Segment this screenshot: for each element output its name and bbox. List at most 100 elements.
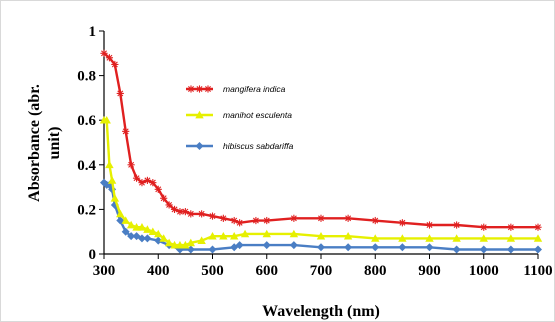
- x-tick-label: 500: [201, 263, 224, 279]
- data-point: [240, 229, 250, 238]
- data-point: [126, 220, 136, 229]
- data-point: [208, 245, 217, 254]
- data-point: [197, 236, 206, 244]
- data-point: [262, 241, 271, 250]
- data-point: [506, 234, 516, 242]
- data-point: [116, 89, 124, 98]
- y-tick-label: 0.2: [77, 202, 96, 218]
- data-point: [219, 214, 227, 222]
- y-axis-title-line2: unit): [46, 127, 63, 160]
- data-point: [453, 221, 461, 229]
- data-point: [176, 208, 184, 216]
- data-point: [316, 231, 326, 240]
- data-point: [127, 161, 135, 169]
- legend-marker: [195, 110, 204, 119]
- data-point: [534, 245, 542, 254]
- data-point: [170, 240, 179, 249]
- data-point: [159, 234, 168, 242]
- data-point: [452, 245, 461, 254]
- data-point: [371, 234, 380, 242]
- data-point: [506, 245, 515, 254]
- data-point: [111, 60, 119, 69]
- y-tick-label: 0.8: [77, 69, 96, 85]
- y-tick-label: 0.4: [77, 158, 96, 174]
- data-point: [398, 219, 406, 227]
- data-point: [263, 216, 271, 225]
- data-point: [107, 176, 117, 184]
- data-point: [425, 234, 434, 242]
- data-point: [344, 214, 352, 222]
- x-axis-title: Wavelength (nm): [262, 303, 380, 320]
- data-point: [479, 245, 488, 254]
- x-tick-label: 700: [310, 263, 333, 279]
- data-point: [208, 231, 217, 240]
- series-manihot-esculenta: [99, 116, 543, 249]
- data-point: [252, 216, 260, 225]
- data-point: [425, 221, 434, 229]
- data-point: [186, 238, 195, 247]
- data-point: [127, 232, 136, 241]
- data-point: [121, 227, 130, 236]
- x-tick-label: 600: [256, 263, 279, 279]
- data-point: [398, 243, 407, 252]
- data-point: [289, 229, 299, 238]
- data-point: [507, 223, 515, 231]
- y-tick-label: 0.6: [77, 113, 96, 129]
- data-point: [533, 234, 543, 242]
- x-tick-label: 300: [93, 263, 116, 279]
- data-point: [398, 234, 407, 242]
- x-tick-label: 400: [147, 263, 170, 279]
- data-point: [137, 223, 147, 231]
- data-point: [198, 210, 206, 218]
- data-point: [105, 54, 114, 62]
- x-tick-label: 1000: [469, 263, 499, 279]
- legend-item-hibiscus-sabdariffa: hibiscus sabdariffa: [186, 141, 294, 151]
- data-point: [371, 216, 379, 225]
- legend: mangifera indica manihot esculenta hibiscu…: [186, 84, 294, 151]
- data-point: [480, 223, 488, 231]
- data-point: [102, 116, 111, 124]
- data-point: [343, 231, 353, 240]
- data-point: [105, 160, 114, 169]
- series-line: [103, 52, 538, 229]
- data-point: [164, 238, 174, 247]
- y-tick-label: 0: [89, 247, 97, 263]
- x-tick-label: 800: [364, 263, 387, 279]
- data-point: [132, 223, 141, 231]
- legend-marker: [204, 85, 212, 93]
- data-point: [132, 174, 141, 182]
- data-point: [289, 241, 298, 250]
- data-point: [208, 212, 217, 220]
- data-point: [262, 229, 271, 238]
- data-point: [143, 176, 151, 185]
- y-axis-title-line1: Absorbance (abr.: [26, 84, 43, 202]
- data-point: [230, 216, 238, 225]
- data-point: [219, 231, 228, 240]
- data-point: [181, 240, 190, 249]
- data-point: [236, 219, 244, 227]
- data-point: [116, 209, 125, 218]
- data-point: [100, 49, 108, 57]
- y-tick-label: 1: [89, 24, 97, 40]
- data-point: [110, 194, 120, 202]
- data-point: [425, 243, 434, 252]
- data-point: [479, 234, 488, 242]
- series-mangifera-indica: [100, 49, 542, 231]
- data-point: [371, 243, 380, 252]
- x-tick-label: 1100: [523, 263, 552, 279]
- data-point: [160, 194, 168, 202]
- data-point: [317, 214, 325, 222]
- data-point: [317, 243, 325, 252]
- data-point: [165, 201, 173, 209]
- data-point: [138, 179, 146, 187]
- data-point: [154, 236, 163, 245]
- data-point: [143, 234, 152, 243]
- legend-label: hibiscus sabdariffa: [223, 141, 294, 151]
- data-point: [137, 234, 146, 243]
- legend-marker: [195, 85, 204, 93]
- data-point: [148, 227, 158, 236]
- data-point: [344, 243, 353, 252]
- y-axis-title: Absorbance (abr. unit): [26, 84, 63, 202]
